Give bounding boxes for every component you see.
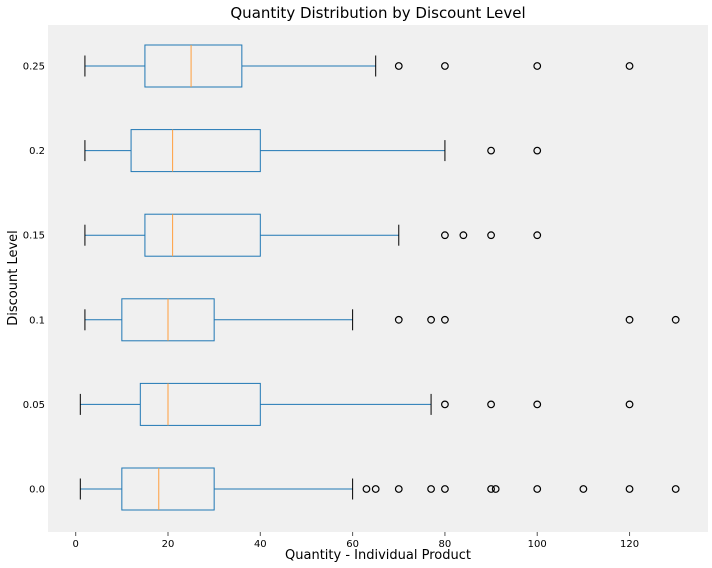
x-tick-label: 120 [620, 539, 639, 550]
outlier-point [533, 231, 542, 240]
iqr-box [139, 382, 261, 426]
outlier-point [491, 485, 500, 493]
outlier-point [441, 400, 449, 409]
x-tick-label: 60 [346, 539, 359, 550]
boxes-layer [79, 44, 680, 511]
box-group-0.0 [79, 467, 680, 511]
box-group-0.1 [84, 298, 680, 342]
chart-title: Quantity Distribution by Discount Level [230, 4, 525, 22]
outlier-point [427, 485, 435, 493]
outlier-point [671, 485, 680, 493]
outlier-point [487, 485, 495, 493]
x-tick-label: 20 [162, 539, 175, 550]
outlier-point [487, 146, 495, 155]
x-tick-label: 0 [73, 539, 79, 550]
iqr-box [144, 213, 261, 257]
outlier-point [441, 315, 449, 324]
outlier-point [441, 231, 449, 240]
box-group-0.15 [84, 213, 542, 257]
outlier-point [579, 485, 588, 493]
outlier-point [671, 315, 680, 324]
y-tick-label: 0.1 [29, 315, 45, 326]
y-axis-label: Discount Level [6, 230, 21, 326]
outlier-point [394, 485, 403, 493]
x-axis-ticks: 0 20 40 60 80 100 120 [73, 532, 639, 550]
box-group-0.25 [84, 44, 634, 88]
x-tick-label: 100 [528, 539, 547, 550]
outlier-point [362, 485, 371, 493]
y-axis-ticks: 0.0 0.05 0.1 0.15 0.2 0.25 [23, 62, 45, 496]
outlier-point [533, 485, 542, 493]
outlier-point [625, 62, 634, 70]
outlier-point [487, 231, 495, 240]
outlier-point [625, 315, 634, 324]
outlier-point [441, 485, 449, 493]
outlier-point [394, 62, 403, 70]
outlier-point [625, 485, 634, 493]
outlier-point [441, 62, 449, 70]
y-tick-label: 0.2 [29, 146, 45, 157]
plot-area [48, 25, 708, 532]
y-tick-label: 0.25 [23, 62, 45, 73]
outlier-point [533, 62, 542, 70]
y-tick-label: 0.05 [23, 400, 45, 411]
y-tick-label: 0.15 [23, 231, 45, 242]
outlier-point [394, 315, 403, 324]
x-tick-label: 40 [254, 539, 267, 550]
outlier-point [533, 146, 542, 155]
outlier-point [427, 315, 435, 324]
iqr-box [121, 467, 215, 511]
outlier-point [371, 485, 380, 493]
x-tick-label: 80 [439, 539, 452, 550]
outlier-point [625, 400, 634, 409]
outlier-point [459, 231, 468, 240]
box-group-0.05 [79, 382, 634, 426]
x-axis-label: Quantity - Individual Product [285, 548, 471, 563]
outlier-point [533, 400, 542, 409]
iqr-box [144, 44, 243, 88]
iqr-box [130, 129, 261, 173]
y-tick-label: 0.0 [29, 485, 45, 496]
outlier-point [487, 400, 495, 409]
box-group-0.2 [84, 129, 542, 173]
